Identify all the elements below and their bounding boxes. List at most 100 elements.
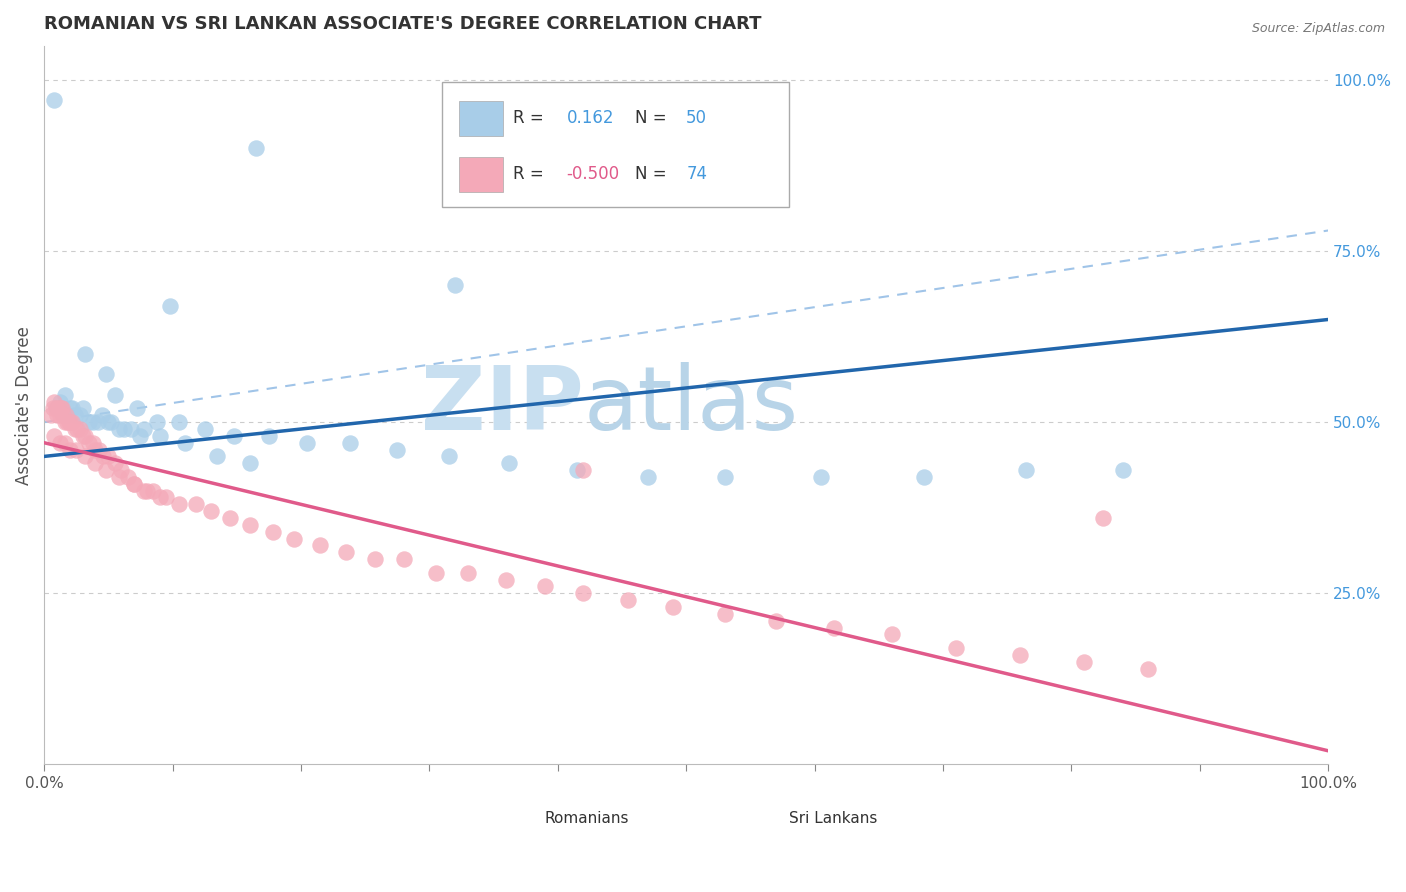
Point [107, 422, 129, 436]
Point [122, 476, 145, 491]
Text: Source: ZipAtlas.com: Source: ZipAtlas.com [1251, 22, 1385, 36]
FancyBboxPatch shape [506, 805, 544, 834]
Point [59, 401, 82, 416]
Point [65, 442, 87, 457]
Point [387, 442, 409, 457]
Point [82, 415, 104, 429]
Point [495, 573, 517, 587]
Text: ZIP: ZIP [420, 361, 583, 449]
Point [53, 388, 76, 402]
Point [75, 347, 97, 361]
Point [765, 614, 787, 628]
Point [167, 415, 190, 429]
Point [60, 415, 83, 429]
Point [75, 429, 97, 443]
Text: Sri Lankans: Sri Lankans [789, 811, 877, 826]
Point [135, 483, 157, 498]
Point [146, 415, 169, 429]
Point [149, 491, 172, 505]
Point [167, 497, 190, 511]
Point [392, 552, 415, 566]
Point [53, 435, 76, 450]
Point [257, 429, 280, 443]
Point [45, 401, 67, 416]
Point [100, 415, 122, 429]
Point [142, 483, 165, 498]
Point [1137, 662, 1160, 676]
Point [51, 401, 73, 416]
Text: Romanians: Romanians [546, 811, 630, 826]
Point [82, 435, 104, 450]
Point [122, 476, 145, 491]
Point [72, 429, 94, 443]
Point [120, 422, 142, 436]
Point [713, 607, 735, 621]
Point [283, 532, 305, 546]
Point [498, 456, 520, 470]
Text: R =: R = [513, 110, 548, 128]
Point [58, 415, 80, 429]
Point [104, 456, 127, 470]
Point [107, 470, 129, 484]
Point [912, 470, 935, 484]
Point [48, 435, 70, 450]
Point [46, 409, 69, 423]
Point [457, 566, 479, 580]
Point [46, 401, 69, 416]
Point [810, 470, 832, 484]
Point [42, 401, 65, 416]
Point [52, 409, 75, 423]
Point [572, 463, 595, 477]
Point [617, 593, 640, 607]
Point [309, 538, 332, 552]
Point [572, 586, 595, 600]
Point [77, 435, 100, 450]
Point [56, 415, 79, 429]
Point [44, 394, 66, 409]
Point [89, 442, 111, 457]
Point [207, 450, 229, 464]
Point [125, 401, 148, 416]
Point [129, 429, 152, 443]
Point [97, 415, 120, 429]
Point [84, 442, 107, 457]
Text: R =: R = [513, 165, 548, 183]
Point [44, 429, 66, 443]
Point [104, 388, 127, 402]
Point [297, 435, 319, 450]
Point [69, 409, 91, 423]
Point [66, 422, 89, 436]
Point [46, 401, 69, 416]
Point [134, 422, 156, 436]
Point [94, 463, 117, 477]
Y-axis label: Associate's Degree: Associate's Degree [15, 326, 32, 484]
FancyBboxPatch shape [751, 805, 787, 834]
Point [69, 422, 91, 436]
Point [90, 409, 112, 423]
Point [63, 422, 86, 436]
Point [91, 450, 114, 464]
Point [174, 435, 197, 450]
Point [565, 463, 588, 477]
Point [72, 401, 94, 416]
Point [339, 435, 361, 450]
Point [63, 409, 86, 423]
Point [1015, 463, 1038, 477]
Point [444, 278, 467, 293]
Point [75, 450, 97, 464]
Point [880, 627, 903, 641]
Text: N =: N = [634, 110, 672, 128]
FancyBboxPatch shape [458, 156, 502, 192]
FancyBboxPatch shape [441, 81, 789, 208]
Point [1092, 511, 1115, 525]
Point [224, 429, 246, 443]
Point [117, 470, 139, 484]
Point [637, 470, 659, 484]
Point [84, 456, 107, 470]
Point [44, 94, 66, 108]
Point [823, 621, 845, 635]
Point [97, 450, 120, 464]
Point [425, 566, 447, 580]
Point [238, 456, 260, 470]
Point [94, 368, 117, 382]
